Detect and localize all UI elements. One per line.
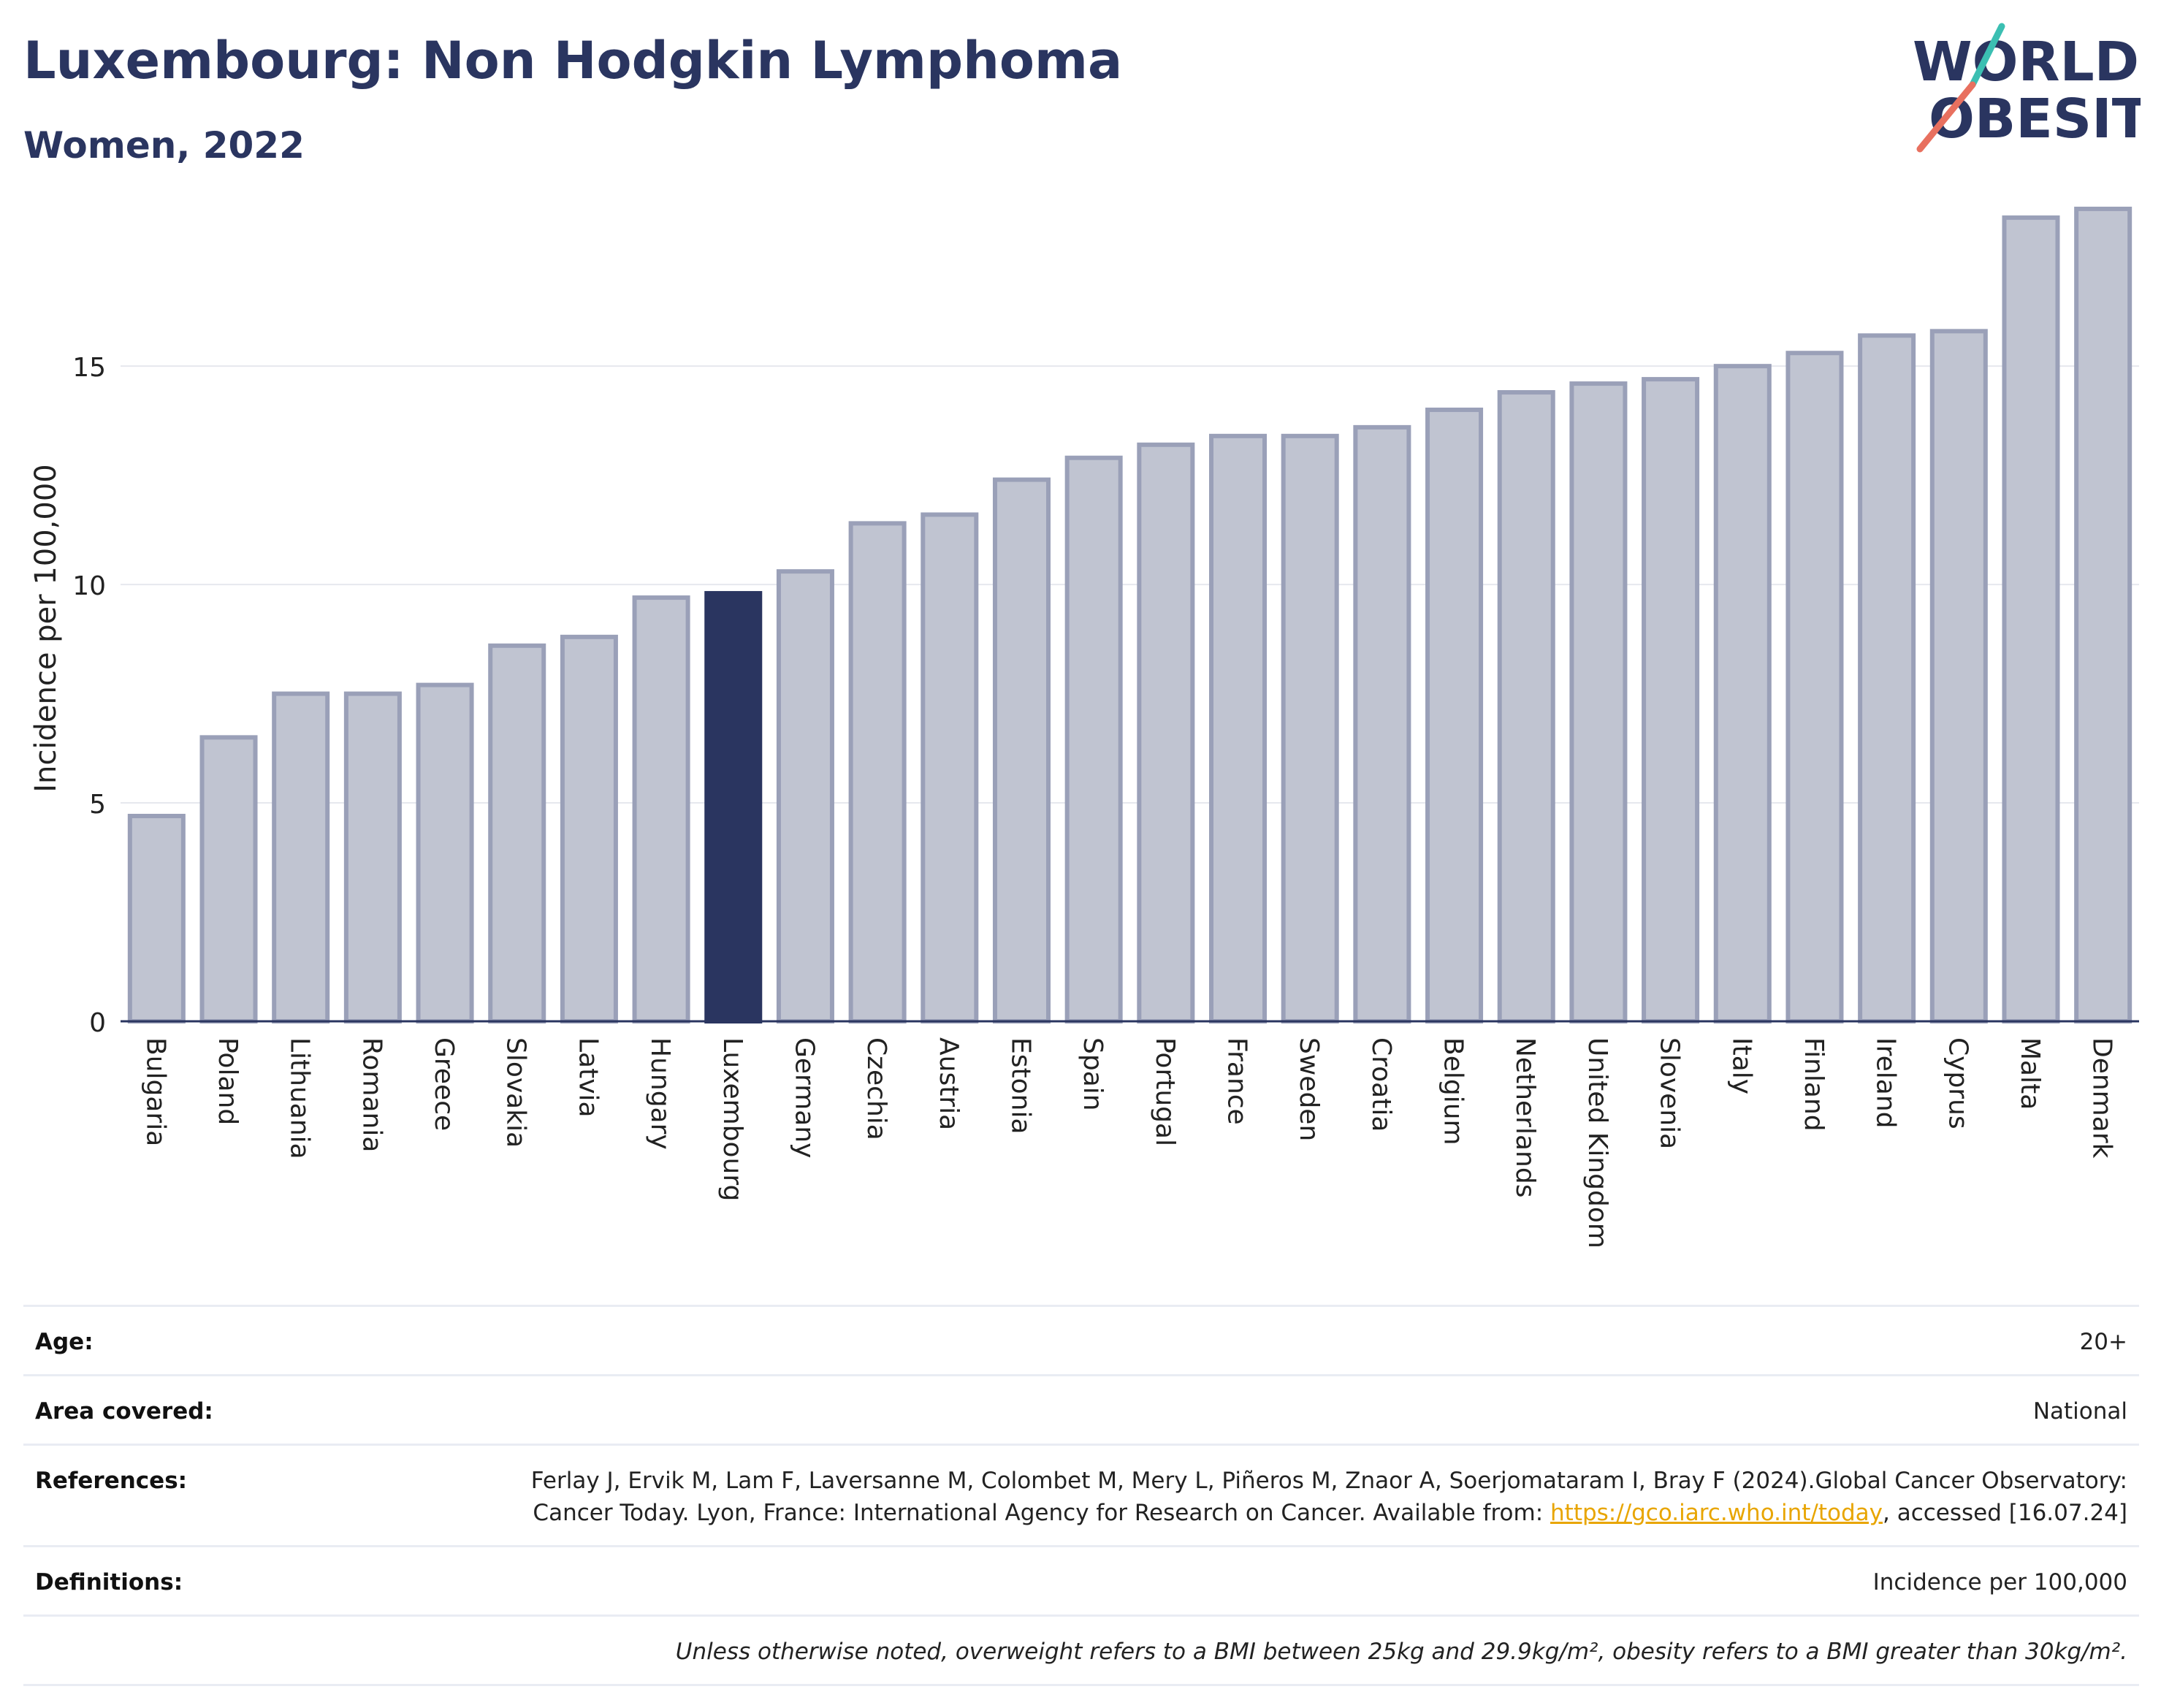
x-tick-label: Croatia bbox=[1366, 1037, 1396, 1132]
x-tick-label: Estonia bbox=[1005, 1037, 1035, 1135]
references-text: Ferlay J, Ervik M, Lam F, Laversanne M, … bbox=[530, 1468, 2127, 1526]
references-value: Ferlay J, Ervik M, Lam F, Laversanne M, … bbox=[484, 1465, 2127, 1529]
bar-greece[interactable] bbox=[416, 682, 474, 1023]
x-tick-label: Netherlands bbox=[1510, 1037, 1540, 1197]
bar-germany[interactable] bbox=[776, 569, 834, 1023]
definitions-value: Incidence per 100,000 bbox=[1872, 1569, 2127, 1595]
x-tick-label: Slovenia bbox=[1655, 1037, 1685, 1149]
world-obesity-logo: WORLD OBESITY bbox=[1913, 23, 2141, 153]
x-tick-label: Lithuania bbox=[285, 1037, 315, 1159]
y-axis-label: Incidence per 100,000 bbox=[29, 464, 63, 793]
y-tick-label: 5 bbox=[89, 790, 106, 820]
logo-line-world: WORLD bbox=[1913, 31, 2139, 94]
bar-ireland[interactable] bbox=[1858, 333, 1916, 1024]
meta-row-age: Age: 20+ bbox=[23, 1305, 2139, 1374]
logo-slash-red bbox=[1916, 81, 1976, 153]
area-value: National bbox=[2032, 1398, 2127, 1425]
x-tick-label: United Kingdom bbox=[1582, 1037, 1612, 1248]
bar-spain[interactable] bbox=[1064, 455, 1123, 1023]
x-tick-label: France bbox=[1222, 1037, 1252, 1125]
x-tick-label: Czechia bbox=[861, 1037, 891, 1140]
bar-chart: 0 5 10 15 Bulgaria Poland Lithuania Romania Gree… bbox=[29, 206, 2139, 1248]
bmi-note: Unless otherwise noted, overweight refer… bbox=[675, 1639, 2127, 1665]
bar-bulgaria[interactable] bbox=[127, 813, 186, 1024]
bar-layer bbox=[127, 206, 2133, 1024]
x-tick-label: Belgium bbox=[1438, 1037, 1468, 1145]
x-tick-label: Poland bbox=[213, 1037, 243, 1125]
bar-cyprus[interactable] bbox=[1929, 329, 1988, 1024]
x-tick-label: Sweden bbox=[1294, 1037, 1324, 1141]
bar-malta[interactable] bbox=[2002, 215, 2060, 1024]
meta-row-references: References: Ferlay J, Ervik M, Lam F, La… bbox=[23, 1444, 2139, 1545]
bar-slovenia[interactable] bbox=[1642, 377, 1700, 1023]
definitions-label: Definitions: bbox=[35, 1569, 183, 1595]
y-tick-label: 0 bbox=[89, 1008, 106, 1038]
age-value: 20+ bbox=[2079, 1329, 2127, 1355]
x-tick-label: Bulgaria bbox=[140, 1037, 170, 1146]
meta-row-note: Unless otherwise noted, overweight refer… bbox=[23, 1614, 2139, 1686]
x-tick-label: Slovakia bbox=[501, 1037, 531, 1148]
bar-lithuania[interactable] bbox=[272, 691, 330, 1023]
bar-sweden[interactable] bbox=[1281, 433, 1339, 1023]
bar-denmark[interactable] bbox=[2074, 206, 2133, 1024]
meta-row-definitions: Definitions: Incidence per 100,000 bbox=[23, 1545, 2139, 1614]
bar-france[interactable] bbox=[1209, 433, 1268, 1023]
bar-latvia[interactable] bbox=[560, 634, 618, 1023]
x-tick-label: Portugal bbox=[1150, 1037, 1180, 1146]
x-tick-label: Austria bbox=[934, 1037, 964, 1130]
x-tick-label: Romania bbox=[357, 1037, 386, 1152]
bar-romania[interactable] bbox=[343, 691, 402, 1023]
x-tick-label: Italy bbox=[1726, 1037, 1756, 1094]
logo-slash-teal bbox=[1969, 23, 2005, 88]
x-tick-label: Hungary bbox=[645, 1037, 675, 1150]
bar-croatia[interactable] bbox=[1353, 424, 1411, 1023]
axis-layer: 0 5 10 15 Bulgaria Poland Lithuania Romania Gree… bbox=[72, 353, 2139, 1248]
y-tick-label: 15 bbox=[72, 353, 106, 383]
x-tick-label: Luxembourg bbox=[717, 1037, 747, 1201]
bar-slovakia[interactable] bbox=[488, 643, 546, 1023]
bar-czechia[interactable] bbox=[848, 521, 907, 1023]
bar-italy[interactable] bbox=[1713, 364, 1772, 1023]
bar-luxembourg[interactable] bbox=[704, 591, 763, 1023]
references-link[interactable]: https://gco.iarc.who.int/today bbox=[1550, 1500, 1883, 1526]
references-label: References: bbox=[35, 1468, 188, 1494]
x-tick-label: Germany bbox=[789, 1037, 819, 1158]
x-tick-label: Ireland bbox=[1871, 1037, 1901, 1129]
x-tick-label: Malta bbox=[2015, 1037, 2045, 1110]
bar-estonia[interactable] bbox=[992, 477, 1051, 1023]
meta-row-area: Area covered: National bbox=[23, 1374, 2139, 1444]
bar-belgium[interactable] bbox=[1425, 407, 1484, 1023]
area-label: Area covered: bbox=[35, 1398, 213, 1425]
bar-netherlands[interactable] bbox=[1497, 390, 1555, 1023]
bar-austria[interactable] bbox=[921, 512, 979, 1023]
references-suffix: , accessed [16.07.24] bbox=[1882, 1500, 2127, 1526]
bar-portugal[interactable] bbox=[1137, 442, 1195, 1023]
metadata-table: Age: 20+ Area covered: National Referenc… bbox=[23, 1305, 2139, 1686]
x-tick-label: Greece bbox=[429, 1037, 459, 1131]
y-tick-label: 10 bbox=[72, 571, 106, 601]
x-tick-label: Spain bbox=[1078, 1037, 1108, 1111]
x-tick-label: Denmark bbox=[2087, 1037, 2117, 1159]
x-tick-label: Cyprus bbox=[1943, 1037, 1973, 1129]
page-title: Luxembourg: Non Hodgkin Lymphoma bbox=[23, 31, 1123, 91]
bar-finland[interactable] bbox=[1785, 351, 1844, 1023]
age-label: Age: bbox=[35, 1329, 94, 1355]
page-subtitle: Women, 2022 bbox=[23, 124, 305, 167]
bar-poland[interactable] bbox=[199, 735, 258, 1023]
x-tick-label: Finland bbox=[1799, 1037, 1829, 1132]
x-tick-label: Latvia bbox=[573, 1037, 603, 1118]
bar-united-kingdom[interactable] bbox=[1569, 381, 1628, 1023]
bar-hungary[interactable] bbox=[632, 595, 690, 1023]
